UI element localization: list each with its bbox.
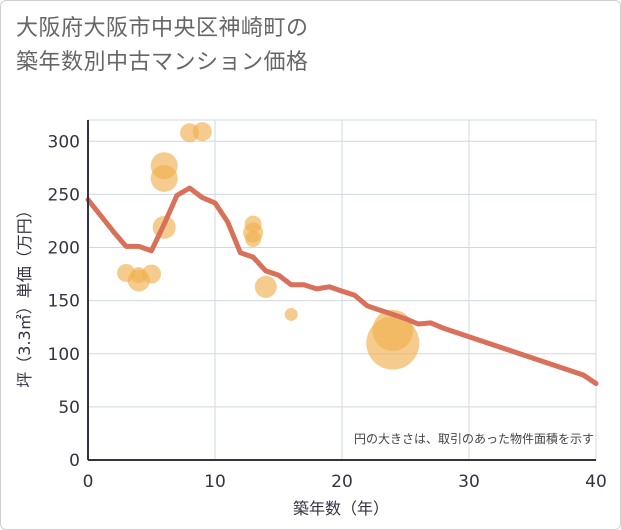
bubble-point bbox=[254, 275, 277, 298]
x-tick-label: 10 bbox=[204, 472, 226, 492]
x-tick-label: 0 bbox=[83, 472, 94, 492]
trend-line bbox=[85, 185, 599, 386]
bubble-point bbox=[245, 231, 262, 247]
y-tick-label: 200 bbox=[48, 239, 80, 259]
x-tick-label: 40 bbox=[585, 472, 607, 492]
x-tick-label: 30 bbox=[458, 472, 480, 492]
y-tick-label: 250 bbox=[48, 185, 80, 205]
x-axis-title: 築年数（年） bbox=[293, 499, 389, 518]
bubbles bbox=[117, 122, 420, 370]
y-tick-label: 150 bbox=[48, 292, 80, 312]
bubble-point bbox=[366, 316, 420, 370]
y-tick-label: 100 bbox=[48, 345, 80, 365]
y-tick-label: 50 bbox=[58, 398, 80, 418]
bubble-point bbox=[142, 264, 161, 284]
axes bbox=[87, 120, 596, 461]
y-axis-title: 坪（3.3㎡）単価（万円） bbox=[15, 202, 34, 387]
chart-title: 大阪府大阪市中央区神崎町の 築年数別中古マンション価格 bbox=[16, 12, 309, 80]
title-line-2: 築年数別中古マンション価格 bbox=[16, 50, 309, 75]
bubble-point bbox=[192, 122, 212, 142]
y-tick-label: 300 bbox=[48, 132, 80, 152]
y-tick-label: 0 bbox=[69, 451, 80, 471]
tick-labels: 0 50 100 150 200 250 300 0 10 20 30 40 bbox=[48, 132, 607, 492]
bubble-point bbox=[284, 307, 298, 321]
chart-note: 円の大きさは、取引のあった物件面積を示す bbox=[354, 431, 594, 446]
bubble-point bbox=[150, 164, 178, 192]
x-tick-label: 20 bbox=[331, 472, 353, 492]
title-line-1: 大阪府大阪市中央区神崎町の bbox=[16, 16, 309, 41]
